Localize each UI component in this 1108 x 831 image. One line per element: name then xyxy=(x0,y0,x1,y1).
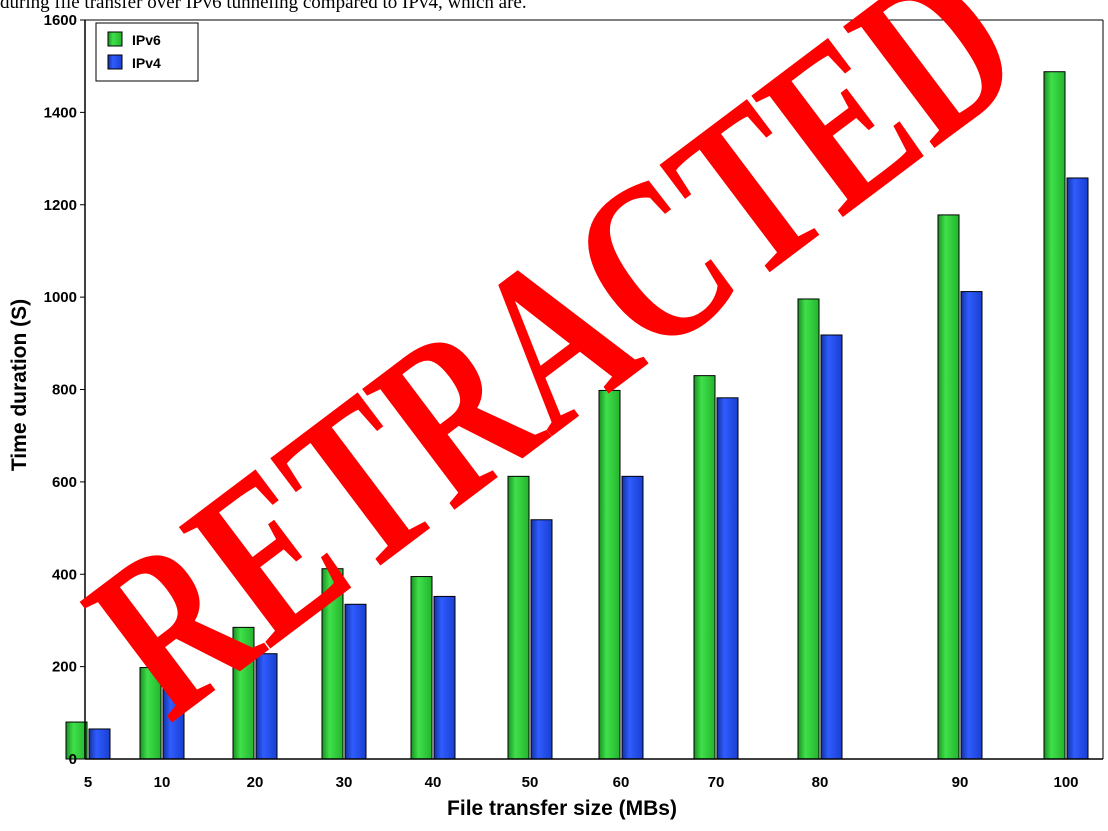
bar-ipv4-80 xyxy=(820,334,843,760)
x-tick-label: 70 xyxy=(708,774,725,791)
x-tick-label: 5 xyxy=(84,774,92,791)
bar-ipv6-70 xyxy=(693,375,716,760)
legend-label-ipv4: IPv4 xyxy=(132,55,161,71)
x-tick-label: 80 xyxy=(812,774,829,791)
retracted-watermark: RETRACTED xyxy=(45,0,1062,766)
x-tick-label: 30 xyxy=(336,774,353,791)
bar-ipv6-80 xyxy=(797,298,820,760)
y-tick-label: 600 xyxy=(52,474,77,491)
y-axis-title: Time duration (S) xyxy=(8,299,31,471)
y-tick-labels: 0 200 400 600 800 1000 1200 1400 1600 xyxy=(44,12,77,768)
y-tick-label: 1400 xyxy=(44,104,77,121)
x-tick-label: 50 xyxy=(522,774,539,791)
bar-ipv4-50 xyxy=(530,519,553,760)
x-tick-labels: 5 10 20 30 40 50 60 70 80 90 100 xyxy=(84,774,1079,791)
bar-ipv4-40 xyxy=(433,595,456,760)
legend-swatch-ipv6 xyxy=(107,31,123,47)
axes-group xyxy=(80,19,1104,760)
y-tick-label: 1200 xyxy=(44,197,77,214)
bar-ipv4-90 xyxy=(960,291,983,760)
x-tick-label: 10 xyxy=(154,774,171,791)
bar-ipv4-60 xyxy=(621,475,644,760)
bar-ipv6-40 xyxy=(410,576,433,760)
x-tick-label: 60 xyxy=(613,774,630,791)
legend-swatch-ipv4 xyxy=(107,54,123,70)
x-tick-label: 90 xyxy=(952,774,969,791)
y-tick-label: 200 xyxy=(52,659,77,676)
bar-ipv6-90 xyxy=(937,214,960,760)
x-tick-label: 20 xyxy=(247,774,264,791)
y-tick-label: 1000 xyxy=(44,289,77,306)
bars-group xyxy=(65,71,1089,760)
legend: IPv6 IPv4 xyxy=(95,22,199,82)
bar-ipv6-5 xyxy=(65,721,88,760)
bar-ipv4-5 xyxy=(88,728,111,760)
bar-ipv4-70 xyxy=(716,397,739,760)
legend-label-ipv6: IPv6 xyxy=(132,32,161,48)
y-tick-label: 0 xyxy=(69,751,77,768)
x-tick-label: 100 xyxy=(1053,774,1078,791)
bar-ipv4-100 xyxy=(1066,177,1089,760)
x-axis-title: File transfer size (MBs) xyxy=(447,797,677,820)
x-tick-label: 40 xyxy=(425,774,442,791)
bar-ipv6-100 xyxy=(1043,71,1066,760)
caption-text: during file transfer over IPv6 tunneling… xyxy=(0,0,527,12)
y-tick-label: 1600 xyxy=(44,12,77,29)
y-tick-label: 800 xyxy=(52,382,77,399)
y-tick-label: 400 xyxy=(52,566,77,583)
